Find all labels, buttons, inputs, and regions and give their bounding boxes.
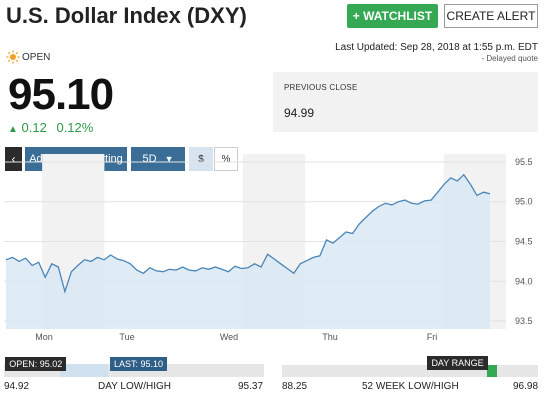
- page-title: U.S. Dollar Index (DXY): [6, 3, 247, 28]
- day-open-marker: OPEN: 95.02: [5, 357, 67, 371]
- x-tick-label: Thu: [322, 332, 338, 342]
- day-range-fill: [60, 364, 108, 377]
- week52-high: 96.98: [513, 381, 539, 392]
- chevron-left-icon: ‹: [11, 152, 16, 166]
- price-chart[interactable]: 95.5 95.0 94.5 94.0 93.5 Mon Tue Wed Thu Fri: [0, 144, 550, 344]
- y-tick-label: 94.0: [515, 276, 533, 286]
- y-tick-label: 93.5: [515, 316, 533, 326]
- price-change: ▲ 0.12 0.12%: [8, 120, 93, 135]
- range-dropdown[interactable]: 5D ▼: [131, 147, 185, 171]
- price-line: [5, 173, 491, 294]
- week52-day-range-flag: DAY RANGE: [427, 356, 488, 370]
- current-price: 95.10: [8, 70, 114, 119]
- x-tick-label: Mon: [35, 332, 53, 342]
- caret-down-icon: ▼: [164, 154, 174, 164]
- change-absolute: 0.12: [21, 120, 47, 135]
- previous-close-panel: [273, 72, 538, 132]
- week52-range-label: 52 WEEK LOW/HIGH: [362, 381, 459, 392]
- week52-range-track: [282, 365, 538, 377]
- collapse-chart-button[interactable]: ‹: [5, 147, 22, 171]
- sun-icon: [6, 50, 20, 64]
- y-tick-label: 95.0: [515, 197, 533, 207]
- price-area: [6, 174, 490, 329]
- add-to-watchlist-button[interactable]: + WATCHLIST: [347, 4, 438, 28]
- day-high: 95.37: [238, 381, 264, 392]
- y-tick-label: 94.5: [515, 237, 533, 247]
- day-low: 94.92: [4, 381, 30, 392]
- up-arrow-icon: ▲: [8, 124, 18, 135]
- x-tick-label: Tue: [119, 332, 134, 342]
- day-range-label: DAY LOW/HIGH: [98, 381, 171, 392]
- week52-range-marker: [487, 365, 498, 377]
- x-tick-label: Wed: [220, 332, 238, 342]
- y-tick-label: 95.5: [515, 157, 533, 167]
- change-percent: 0.12%: [56, 120, 94, 135]
- previous-close-label: PREVIOUS CLOSE: [284, 83, 358, 92]
- percent-mode-button[interactable]: %: [214, 147, 238, 171]
- market-status: OPEN: [22, 52, 51, 63]
- week52-low: 88.25: [282, 381, 308, 392]
- x-tick-label: Fri: [427, 332, 438, 342]
- last-updated: Last Updated: Sep 28, 2018 at 1:55 p.m. …: [335, 42, 538, 53]
- day-last-marker: LAST: 95.10: [110, 357, 168, 371]
- dollar-mode-button[interactable]: $: [189, 147, 213, 171]
- delayed-quote-note: - Delayed quote: [481, 54, 538, 63]
- create-alert-button[interactable]: CREATE ALERT: [444, 4, 538, 28]
- previous-close-value: 94.99: [284, 106, 315, 120]
